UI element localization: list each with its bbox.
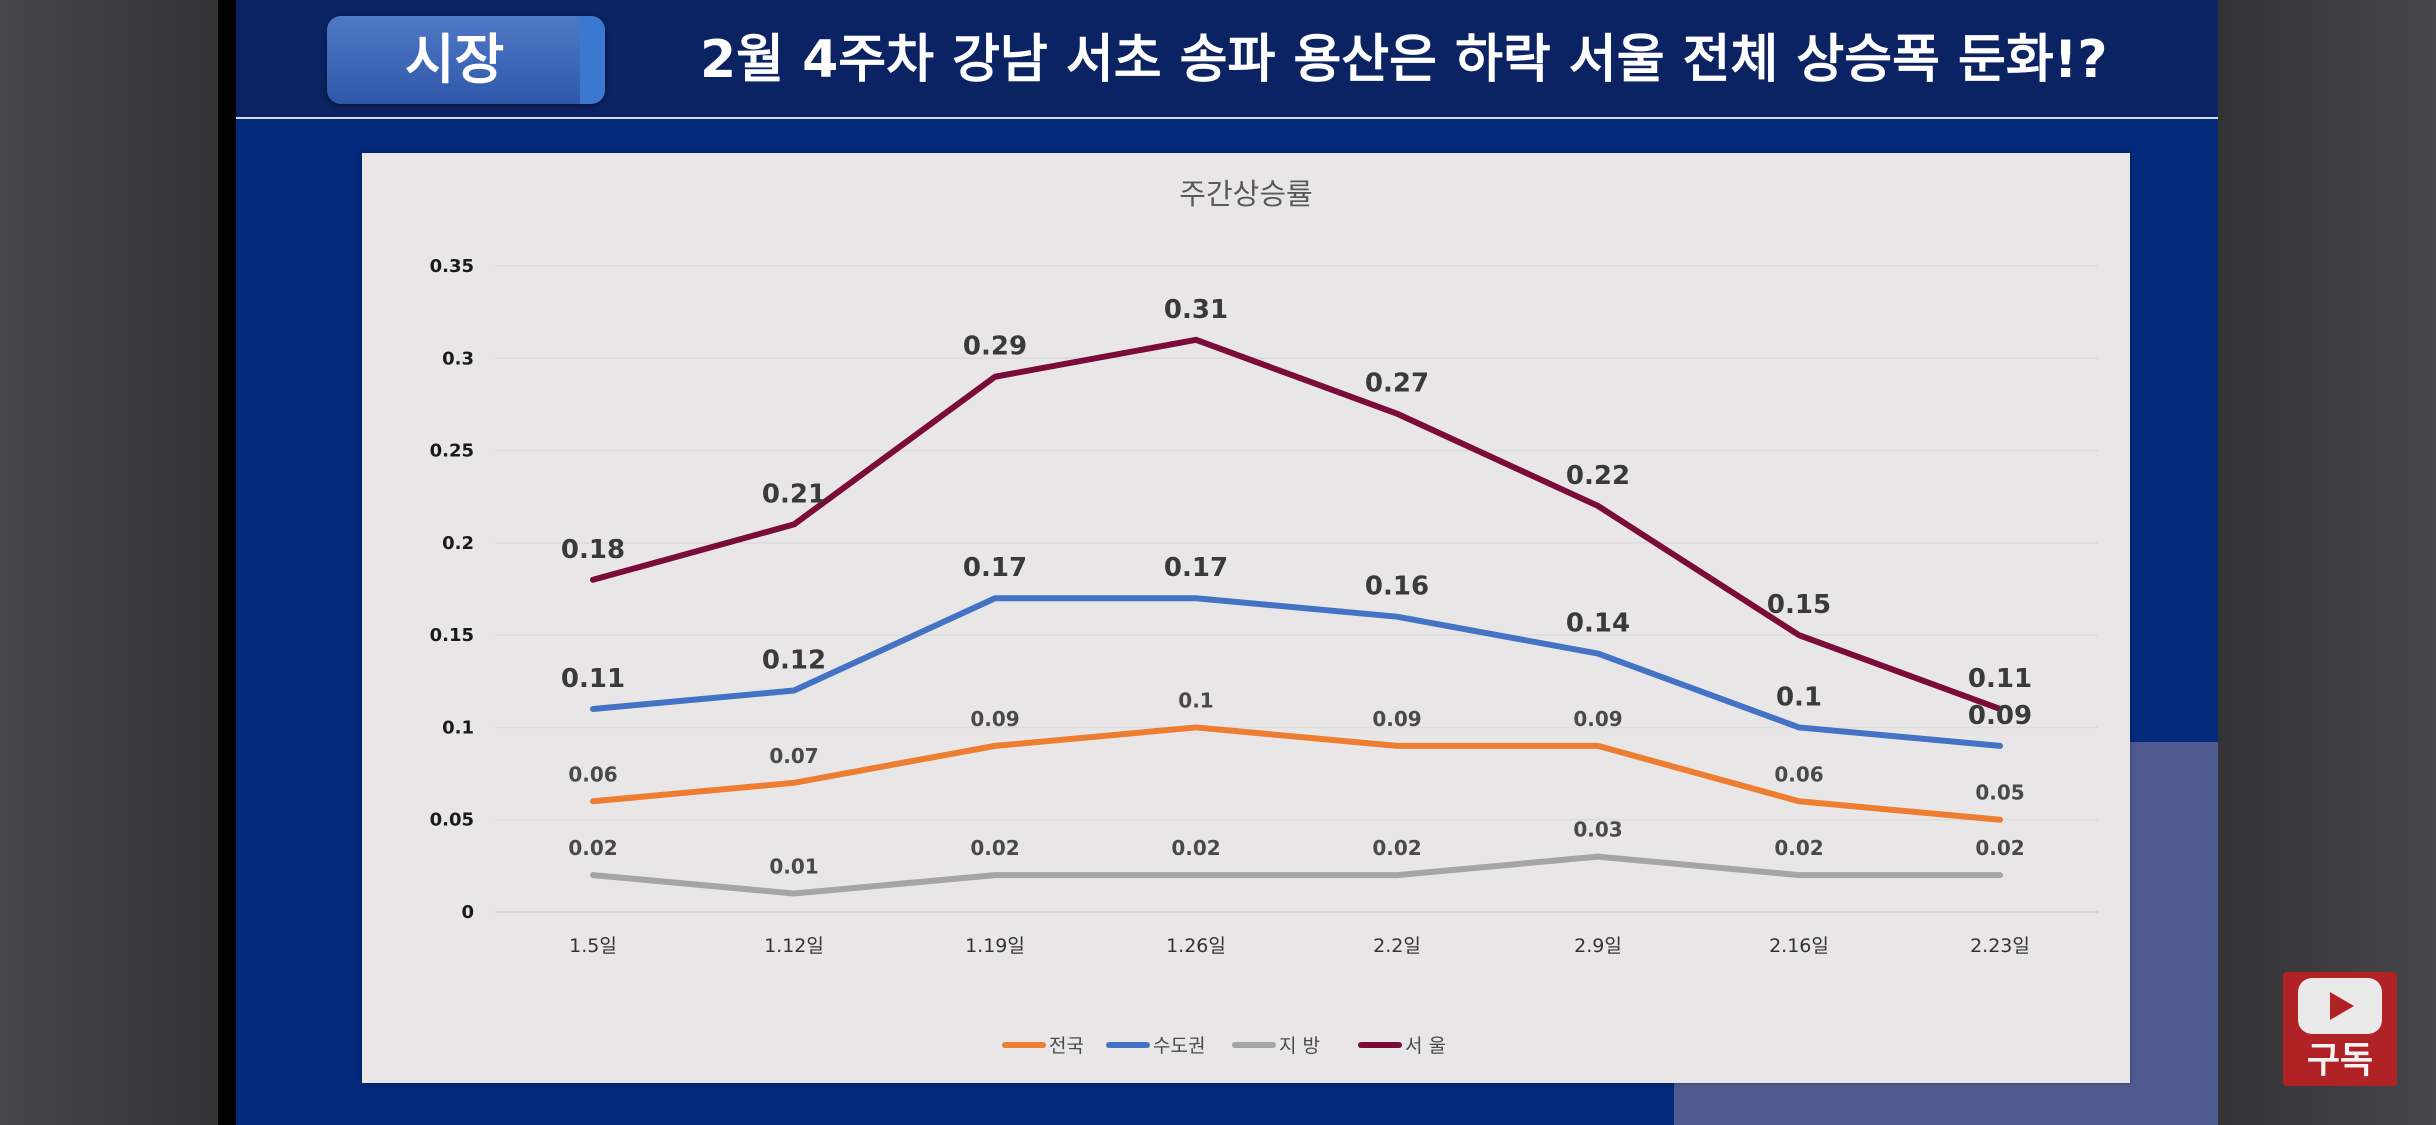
x-tick-label: 2.9일 bbox=[1574, 935, 1622, 957]
data-label: 0.17 bbox=[963, 553, 1027, 583]
y-axis: 0 0.05 0.1 0.15 0.2 0.25 0.3 0.35 bbox=[430, 256, 474, 923]
chart-legend[interactable]: 전국 수도권 지 방 서 울 bbox=[1002, 1035, 1446, 1057]
data-label: 0.06 bbox=[1774, 762, 1823, 786]
data-label: 0.18 bbox=[561, 535, 625, 565]
data-label: 0.22 bbox=[1566, 461, 1630, 491]
x-tick-label: 1.12일 bbox=[764, 935, 824, 957]
legend-label: 지 방 bbox=[1279, 1035, 1320, 1057]
y-tick-label: 0 bbox=[461, 902, 474, 923]
series-line bbox=[590, 724, 2003, 823]
x-tick-label: 1.19일 bbox=[965, 935, 1025, 957]
left-backdrop bbox=[0, 0, 218, 1125]
data-label: 0.02 bbox=[1774, 836, 1823, 860]
data-label: 0.02 bbox=[1171, 836, 1220, 860]
line-chart: 주간상승률 0 0.05 0.1 0.15 0.2 0.25 0.3 0.35 1.5일 1.1… bbox=[430, 177, 2098, 1057]
category-badge-tab bbox=[580, 16, 605, 104]
legend-label: 전국 bbox=[1049, 1035, 1084, 1057]
data-label: 0.11 bbox=[561, 664, 625, 694]
header-divider bbox=[236, 117, 2218, 119]
x-tick-label: 1.5일 bbox=[569, 935, 617, 957]
data-label: 0.02 bbox=[1372, 836, 1421, 860]
y-tick-label: 0.2 bbox=[442, 533, 474, 554]
x-tick-label: 2.2일 bbox=[1373, 935, 1421, 957]
series-line bbox=[590, 853, 2003, 897]
series-line bbox=[590, 595, 2003, 749]
y-tick-label: 0.3 bbox=[442, 348, 474, 369]
chart-data-labels: 0.06 0.07 0.09 0.1 0.09 0.09 0.06 0.05 0.11 0.12 0… bbox=[561, 295, 2032, 879]
category-badge bbox=[327, 16, 605, 104]
chart-series bbox=[590, 336, 2003, 897]
y-tick-label: 0.05 bbox=[430, 810, 474, 831]
data-label: 0.07 bbox=[769, 744, 818, 768]
category-badge-label: 시장 bbox=[404, 28, 505, 91]
data-label: 0.05 bbox=[1975, 781, 2024, 805]
x-tick-label: 2.23일 bbox=[1970, 935, 2030, 957]
data-label: 0.09 bbox=[1968, 701, 2032, 731]
data-label: 0.11 bbox=[1968, 664, 2032, 694]
data-label: 0.17 bbox=[1164, 553, 1228, 583]
y-tick-label: 0.15 bbox=[430, 625, 474, 646]
play-triangle-icon bbox=[2330, 992, 2354, 1020]
data-label: 0.01 bbox=[769, 855, 818, 879]
legend-item[interactable]: 전국 bbox=[1002, 1035, 1084, 1057]
y-tick-label: 0.25 bbox=[430, 441, 474, 462]
y-tick-label: 0.35 bbox=[430, 256, 474, 277]
data-label: 0.14 bbox=[1566, 609, 1630, 639]
legend-label: 수도권 bbox=[1153, 1035, 1205, 1057]
data-label: 0.02 bbox=[970, 836, 1019, 860]
y-tick-label: 0.1 bbox=[442, 717, 474, 738]
subscribe-label: 구독 bbox=[2306, 1040, 2374, 1081]
data-label: 0.06 bbox=[568, 762, 617, 786]
x-axis: 1.5일 1.12일 1.19일 1.26일 2.2일 2.9일 2.16일 2.23일 bbox=[569, 935, 2030, 957]
data-label: 0.21 bbox=[762, 479, 826, 509]
x-tick-label: 1.26일 bbox=[1166, 935, 1226, 957]
data-label: 0.02 bbox=[1975, 836, 2024, 860]
data-label: 0.09 bbox=[1573, 707, 1622, 731]
data-label: 0.29 bbox=[963, 332, 1027, 362]
slide-headline: 2월 4주차 강남 서초 송파 용산은 하락 서울 전체 상승폭 둔화!? bbox=[700, 30, 2108, 90]
data-label: 0.12 bbox=[762, 646, 826, 676]
data-label: 0.09 bbox=[970, 707, 1019, 731]
legend-item[interactable]: 수도권 bbox=[1106, 1035, 1205, 1057]
chart-gridlines bbox=[495, 265, 2098, 913]
data-label: 0.03 bbox=[1573, 818, 1622, 842]
data-label: 0.31 bbox=[1164, 295, 1228, 325]
data-label: 0.02 bbox=[568, 836, 617, 860]
data-label: 0.09 bbox=[1372, 707, 1421, 731]
legend-item[interactable]: 지 방 bbox=[1232, 1035, 1320, 1057]
data-label: 0.1 bbox=[1178, 688, 1213, 712]
x-tick-label: 2.16일 bbox=[1769, 935, 1829, 957]
data-label: 0.16 bbox=[1365, 572, 1429, 602]
chart-panel: 주간상승률 0 0.05 0.1 0.15 0.2 0.25 0.3 0.35 1.5일 1.1… bbox=[362, 153, 2130, 1083]
legend-label: 서 울 bbox=[1405, 1035, 1446, 1057]
series-line bbox=[590, 336, 2003, 712]
data-label: 0.15 bbox=[1767, 590, 1831, 620]
chart-title: 주간상승률 bbox=[1179, 177, 1312, 211]
data-label: 0.27 bbox=[1365, 369, 1429, 399]
legend-item[interactable]: 서 울 bbox=[1358, 1035, 1446, 1057]
right-backdrop bbox=[2218, 0, 2436, 1125]
data-label: 0.1 bbox=[1776, 682, 1822, 712]
